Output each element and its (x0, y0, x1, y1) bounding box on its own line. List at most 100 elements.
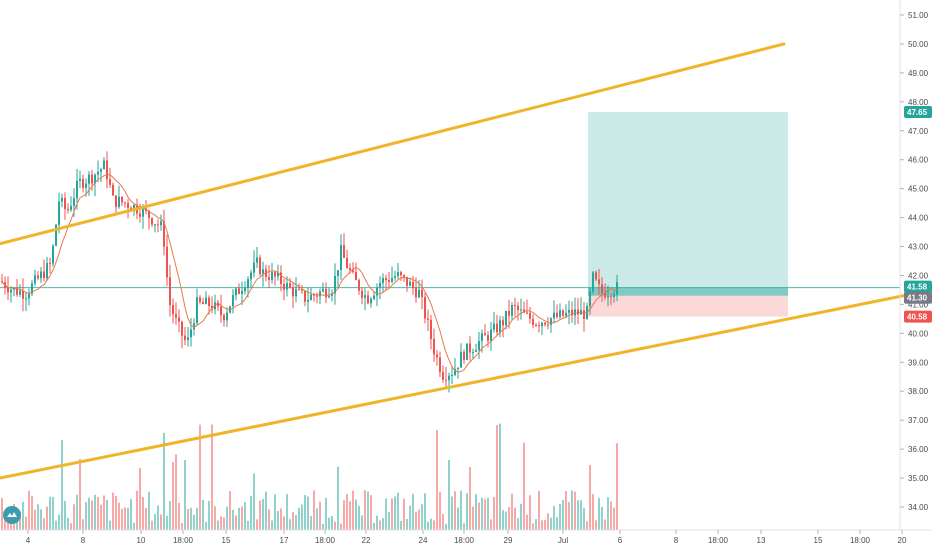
volume-bar (145, 508, 147, 530)
candle (217, 300, 219, 311)
volume-bar (313, 490, 315, 530)
volume-bar (70, 523, 72, 530)
volume-bar (451, 496, 453, 530)
candle (121, 196, 123, 206)
candle (358, 278, 360, 295)
candle (178, 309, 180, 333)
volume-bar (142, 497, 144, 530)
volume-bar (256, 519, 258, 530)
candle (514, 297, 516, 317)
volume-bar (229, 491, 231, 530)
candle (238, 283, 240, 295)
volume-bar (613, 507, 615, 530)
candle (442, 365, 444, 383)
y-tick-label: 34.00 (908, 503, 929, 512)
volume-bar (223, 517, 225, 530)
candle (376, 283, 378, 307)
volume-bar (76, 494, 78, 530)
x-tick-label: 18:00 (454, 536, 475, 545)
trend-lines[interactable] (0, 42, 932, 480)
y-tick-label: 40.00 (908, 329, 929, 338)
volume-bar (361, 515, 363, 530)
volume-bar (592, 494, 594, 530)
volume-bar (562, 500, 564, 530)
loss-zone[interactable] (588, 295, 788, 317)
volume-bar (274, 494, 276, 530)
volume-bar (112, 492, 114, 530)
volume-bar (526, 514, 528, 530)
candle (172, 298, 174, 324)
y-axis[interactable]: 51.00 50.00 49.00 48.00 47.00 46.00 45.00 44.00… (900, 11, 929, 512)
profit-zone[interactable] (588, 111, 788, 296)
volume-bar (454, 491, 456, 530)
candle (58, 192, 60, 234)
volume-bar (55, 520, 57, 530)
candle (166, 234, 168, 287)
candle (307, 287, 309, 313)
volume-bar (475, 494, 477, 530)
volume-bar (616, 443, 618, 530)
candle (319, 288, 321, 305)
candle (556, 304, 558, 319)
volume-bar (307, 496, 309, 530)
candle (256, 246, 258, 269)
volume-bar (67, 517, 69, 530)
volume-bar (571, 490, 573, 530)
candle (100, 167, 102, 183)
candle (508, 300, 510, 329)
volume-bar (271, 520, 273, 530)
candle (22, 278, 24, 312)
volume-bar (346, 493, 348, 530)
candle (466, 343, 468, 361)
current-profit-zone (588, 287, 788, 296)
volume-bar (127, 508, 129, 530)
candle (67, 203, 69, 214)
y-tick-label: 37.00 (908, 416, 929, 425)
volume-bar (595, 520, 597, 530)
x-axis[interactable]: 4 8 10 18:00 15 17 18:00 22 24 18:00 29 Jul 6 8 18:00 1… (26, 530, 907, 545)
volume-bar (103, 495, 105, 530)
candle (25, 292, 27, 312)
volume-bar (298, 507, 300, 530)
candle (457, 367, 459, 379)
volume-bar (424, 493, 426, 530)
volume-bar (37, 504, 39, 530)
lower-channel-trend-line[interactable] (0, 288, 932, 480)
candle (553, 300, 555, 324)
candle (268, 265, 270, 289)
tradingview-logo-icon[interactable] (3, 506, 21, 524)
candle (340, 234, 342, 280)
candle (1, 273, 3, 284)
candle (478, 331, 480, 360)
candle (403, 274, 405, 282)
upper-channel-trend-line[interactable] (0, 42, 786, 246)
volume-bar (421, 504, 423, 530)
volume-bar (64, 500, 66, 530)
candle (154, 223, 156, 233)
volume-bar (502, 510, 504, 530)
volume-bar (349, 501, 351, 530)
volume-bar (415, 511, 417, 530)
candle (235, 287, 237, 301)
volume-bar (7, 520, 9, 530)
candle (337, 270, 339, 287)
candle (493, 312, 495, 333)
volume-bar (82, 519, 84, 530)
volume-bar (490, 519, 492, 530)
candle (439, 351, 441, 378)
volume-bar (79, 458, 81, 530)
volume-bar (100, 504, 102, 530)
price-tag: 40.58 (904, 310, 932, 323)
volume-bar (178, 502, 180, 530)
volume-bar (310, 516, 312, 530)
volume-bar (337, 466, 339, 530)
candle (94, 173, 96, 197)
candle (304, 290, 306, 307)
candle (34, 269, 36, 287)
candle (544, 321, 546, 327)
long-position-tool[interactable] (588, 111, 788, 317)
candle (409, 277, 411, 287)
volume-bar (4, 514, 6, 530)
